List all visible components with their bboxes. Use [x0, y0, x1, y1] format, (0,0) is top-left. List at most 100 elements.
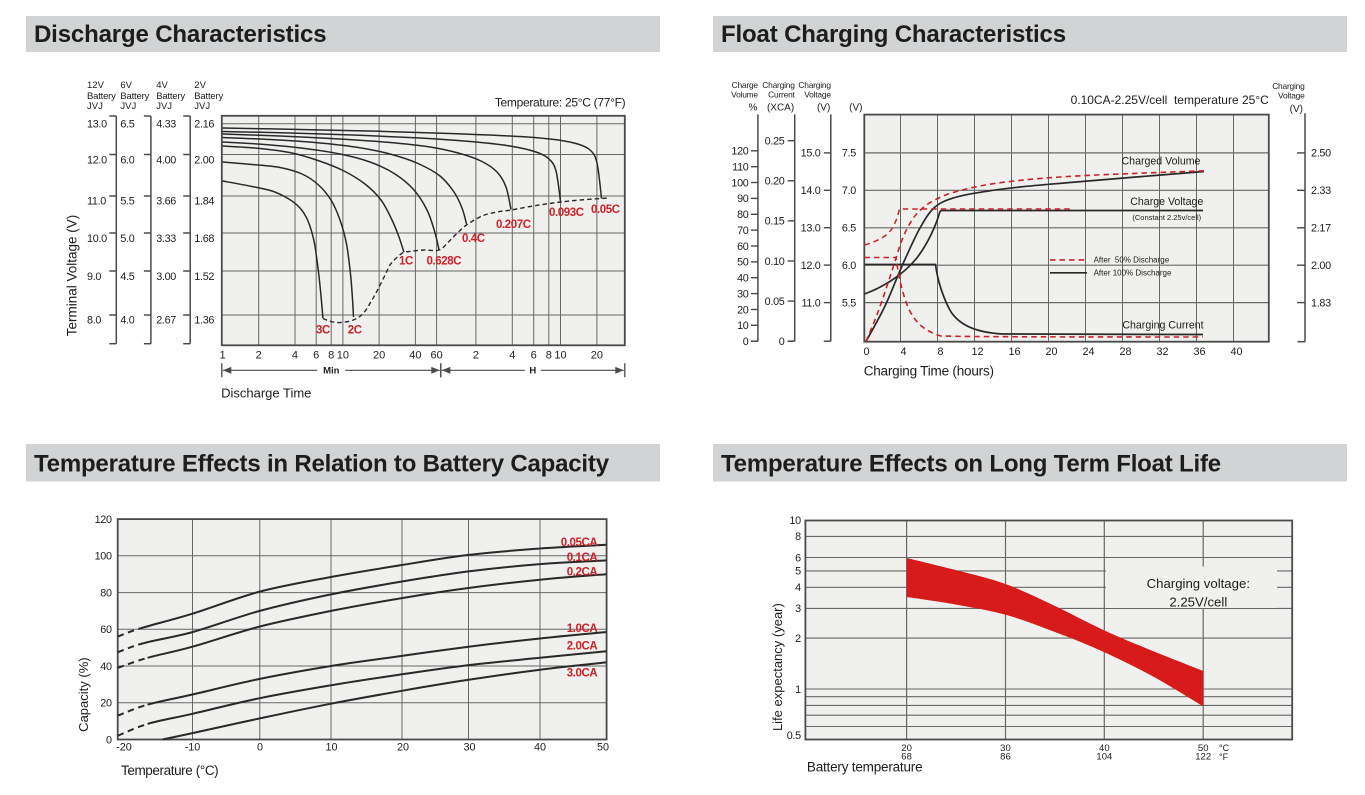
svg-text:Temperature Effects on Long Te: Temperature Effects on Long Term Float L… [721, 451, 1221, 478]
svg-text:0.093C: 0.093C [549, 207, 584, 219]
svg-text:12: 12 [971, 346, 983, 358]
svg-text:1.36: 1.36 [194, 315, 214, 327]
svg-text:0.05C: 0.05C [591, 204, 620, 216]
svg-text:Voltage: Voltage [804, 90, 831, 100]
svg-text:110: 110 [732, 161, 749, 173]
svg-text:Charged Volume: Charged Volume [1122, 156, 1201, 168]
svg-text:Battery: Battery [194, 91, 223, 102]
svg-text:JVJ: JVJ [194, 101, 210, 112]
svg-text:1: 1 [219, 350, 225, 362]
svg-text:2.33: 2.33 [1311, 185, 1331, 197]
svg-text:3.0CA: 3.0CA [567, 668, 598, 680]
svg-text:6: 6 [313, 350, 319, 362]
svg-text:Charging: Charging [798, 80, 831, 90]
svg-text:°F: °F [1219, 752, 1229, 762]
svg-text:0: 0 [743, 336, 749, 348]
svg-text:Charging Current: Charging Current [1122, 320, 1203, 332]
svg-text:6V: 6V [120, 80, 132, 91]
svg-text:10: 10 [337, 350, 349, 362]
svg-text:8: 8 [937, 346, 943, 358]
svg-text:0.628C: 0.628C [427, 256, 462, 268]
svg-text:8: 8 [328, 350, 334, 362]
svg-text:0.15: 0.15 [765, 216, 785, 228]
svg-text:5.0: 5.0 [120, 233, 134, 245]
svg-text:10: 10 [737, 320, 749, 332]
svg-text:1.83: 1.83 [1311, 297, 1331, 309]
svg-text:(Constant 2.25v/cell): (Constant 2.25v/cell) [1132, 213, 1201, 222]
svg-text:1.68: 1.68 [194, 233, 214, 245]
svg-text:Charging Time (hours): Charging Time (hours) [864, 364, 994, 379]
svg-text:0: 0 [257, 742, 263, 754]
svg-text:10: 10 [554, 350, 566, 362]
svg-text:6.0: 6.0 [120, 155, 134, 167]
svg-text:2.25V/cell: 2.25V/cell [1169, 595, 1227, 610]
svg-text:3.66: 3.66 [156, 195, 176, 207]
svg-text:After 100% Discharge: After 100% Discharge [1094, 269, 1172, 278]
svg-text:40: 40 [1099, 743, 1110, 754]
svg-text:8.0: 8.0 [87, 315, 101, 327]
svg-text:0.207C: 0.207C [496, 219, 531, 231]
svg-text:70: 70 [737, 225, 749, 237]
svg-text:14.0: 14.0 [801, 185, 821, 197]
svg-text:60: 60 [737, 241, 749, 253]
svg-text:50: 50 [737, 257, 749, 269]
svg-text:2V: 2V [194, 80, 206, 91]
svg-text:Charging: Charging [762, 80, 795, 90]
svg-text:40: 40 [100, 661, 112, 673]
svg-text:20: 20 [901, 743, 912, 754]
svg-text:0: 0 [106, 734, 112, 746]
svg-text:4: 4 [292, 350, 298, 362]
svg-text:0.4C: 0.4C [462, 233, 485, 245]
svg-text:0.20: 0.20 [765, 176, 785, 188]
svg-text:60: 60 [100, 624, 112, 636]
svg-text:Charging voltage:: Charging voltage: [1147, 576, 1250, 591]
svg-text:11.0: 11.0 [87, 195, 106, 207]
svg-text:Temperature (°C): Temperature (°C) [121, 763, 218, 778]
svg-text:-10: -10 [185, 742, 201, 754]
svg-text:6: 6 [531, 350, 537, 362]
svg-text:10: 10 [325, 742, 337, 754]
svg-text:Charging: Charging [1272, 81, 1305, 91]
svg-text:0.5: 0.5 [787, 730, 801, 742]
svg-text:7.0: 7.0 [842, 185, 856, 197]
svg-text:1.52: 1.52 [194, 271, 214, 283]
svg-text:1.84: 1.84 [194, 195, 214, 207]
svg-text:6.5: 6.5 [120, 119, 134, 131]
svg-text:3: 3 [795, 603, 801, 615]
svg-text:68: 68 [901, 752, 912, 763]
svg-text:2.50: 2.50 [1311, 148, 1331, 160]
svg-text:-20: -20 [116, 742, 132, 754]
svg-text:0.1CA: 0.1CA [567, 552, 598, 564]
svg-text:24: 24 [1082, 346, 1094, 358]
svg-text:Discharge Time: Discharge Time [221, 385, 311, 400]
svg-text:30: 30 [737, 288, 749, 300]
svg-text:4: 4 [509, 350, 515, 362]
svg-text:3.33: 3.33 [156, 233, 176, 245]
svg-text:20: 20 [737, 304, 749, 316]
svg-text:32: 32 [1156, 346, 1168, 358]
svg-text:Float Charging Characteristics: Float Charging Characteristics [721, 21, 1066, 48]
svg-text:80: 80 [100, 587, 112, 599]
svg-text:2: 2 [256, 350, 262, 362]
svg-text:100: 100 [731, 177, 748, 189]
svg-text:(V): (V) [1290, 104, 1303, 115]
svg-text:JVJ: JVJ [156, 101, 172, 112]
svg-text:0: 0 [863, 346, 869, 358]
svg-text:122: 122 [1195, 752, 1211, 763]
svg-text:4.33: 4.33 [156, 119, 176, 131]
svg-text:0: 0 [779, 336, 785, 348]
svg-text:20: 20 [1045, 346, 1057, 358]
svg-text:Min: Min [323, 366, 340, 377]
svg-text:120: 120 [731, 146, 748, 158]
svg-text:Battery: Battery [87, 91, 116, 102]
svg-text:4.0: 4.0 [120, 315, 134, 327]
svg-text:°C: °C [1219, 743, 1230, 753]
svg-text:2: 2 [473, 350, 479, 362]
svg-text:Volume: Volume [731, 90, 758, 100]
svg-text:1.0CA: 1.0CA [567, 623, 598, 635]
svg-text:2C: 2C [348, 325, 362, 337]
svg-text:16: 16 [1008, 346, 1020, 358]
svg-text:40: 40 [1230, 346, 1242, 358]
svg-text:10: 10 [789, 515, 801, 527]
svg-text:5: 5 [795, 566, 801, 578]
